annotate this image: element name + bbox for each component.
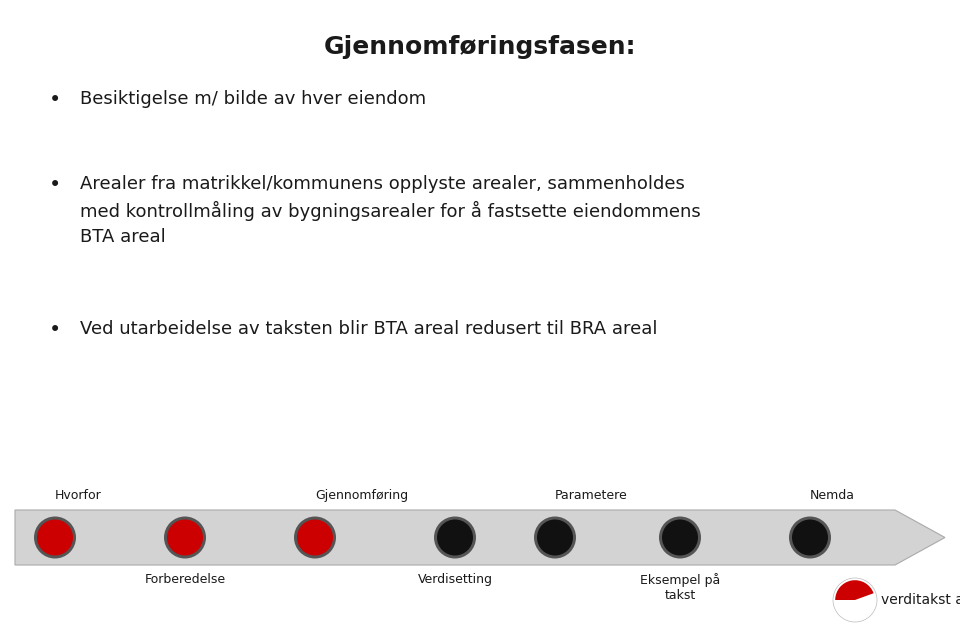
Text: Gjennomføring: Gjennomføring bbox=[315, 489, 408, 502]
Ellipse shape bbox=[659, 516, 701, 559]
Ellipse shape bbox=[164, 516, 206, 559]
Text: Verdisetting: Verdisetting bbox=[418, 573, 492, 586]
Ellipse shape bbox=[37, 520, 73, 556]
Text: Eksempel på
takst: Eksempel på takst bbox=[640, 573, 720, 602]
Text: Forberedelse: Forberedelse bbox=[144, 573, 226, 586]
Text: Besiktigelse m/ bilde av hver eiendom: Besiktigelse m/ bilde av hver eiendom bbox=[80, 90, 426, 108]
Ellipse shape bbox=[537, 520, 573, 556]
Text: Gjennomføringsfasen:: Gjennomføringsfasen: bbox=[324, 35, 636, 59]
Text: Hvorfor: Hvorfor bbox=[55, 489, 102, 502]
Ellipse shape bbox=[534, 516, 576, 559]
Ellipse shape bbox=[167, 520, 203, 556]
Text: •: • bbox=[49, 175, 61, 195]
Ellipse shape bbox=[34, 516, 76, 559]
Ellipse shape bbox=[789, 516, 831, 559]
Wedge shape bbox=[835, 580, 874, 600]
Text: Ved utarbeidelse av taksten blir BTA areal redusert til BRA areal: Ved utarbeidelse av taksten blir BTA are… bbox=[80, 320, 658, 338]
Text: •: • bbox=[49, 90, 61, 110]
Ellipse shape bbox=[437, 520, 473, 556]
Ellipse shape bbox=[833, 578, 877, 622]
Polygon shape bbox=[15, 510, 945, 565]
Ellipse shape bbox=[662, 520, 698, 556]
Ellipse shape bbox=[792, 520, 828, 556]
Text: verditakst as: verditakst as bbox=[881, 593, 960, 607]
Text: Arealer fra matrikkel/kommunens opplyste arealer, sammenholdes
med kontrollmålin: Arealer fra matrikkel/kommunens opplyste… bbox=[80, 175, 701, 246]
Text: Parametere: Parametere bbox=[555, 489, 628, 502]
Ellipse shape bbox=[297, 520, 333, 556]
Ellipse shape bbox=[294, 516, 336, 559]
Ellipse shape bbox=[434, 516, 476, 559]
Text: •: • bbox=[49, 320, 61, 340]
Text: Nemda: Nemda bbox=[810, 489, 855, 502]
